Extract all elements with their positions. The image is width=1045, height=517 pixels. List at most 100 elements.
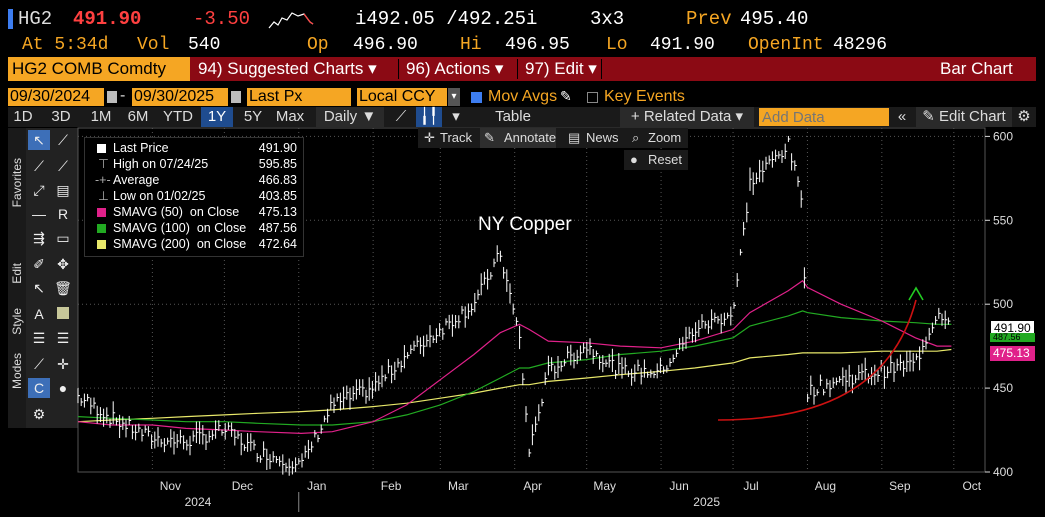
brush-icon[interactable]: ✐ xyxy=(33,256,45,272)
sma100-tag: 487.56 xyxy=(990,333,1035,342)
collapse-icon[interactable]: « xyxy=(897,108,907,125)
x-tick-label: Feb xyxy=(381,479,402,493)
edit-chart-button[interactable]: ✎ Edit Chart xyxy=(916,107,1012,127)
channel-icon[interactable]: ⤢ xyxy=(33,182,45,198)
period-1d[interactable]: 1D xyxy=(13,108,33,125)
period-1y[interactable]: 1Y xyxy=(201,107,233,127)
gear-icon[interactable]: ⚙ xyxy=(1017,108,1031,125)
oi-label: OpenInt xyxy=(748,35,824,55)
high-label: Hi xyxy=(460,35,482,55)
select-icon[interactable]: ↖ xyxy=(33,280,45,296)
security-field[interactable]: HG2 COMB Comdty xyxy=(8,57,190,81)
period-1m[interactable]: 1M xyxy=(90,108,112,125)
pen-icon[interactable]: ⟋ xyxy=(34,356,44,372)
change: -3.50 xyxy=(193,8,251,30)
x-tick-label: Oct xyxy=(962,479,981,493)
currency-selector[interactable]: Local CCY xyxy=(357,88,447,106)
calendar-icon[interactable] xyxy=(231,91,241,103)
calendar-icon[interactable] xyxy=(107,91,117,103)
edit-menu[interactable]: 97) Edit ▾ xyxy=(525,59,597,78)
sma50-swatch xyxy=(97,208,106,217)
legend-high: ⊤ High on 07/24/25 595.85 xyxy=(85,156,303,172)
related-data-menu[interactable]: + Related Data ▾ xyxy=(620,107,754,127)
chevron-down-icon[interactable]: ▾ xyxy=(452,108,460,125)
track-button[interactable]: Track xyxy=(440,130,473,145)
move-icon[interactable]: ✥ xyxy=(57,256,69,272)
period-3d[interactable]: 3D xyxy=(51,108,71,125)
end-date-field[interactable]: 09/30/2025 xyxy=(132,88,228,106)
actions-menu[interactable]: 96) Actions ▾ xyxy=(406,59,504,78)
ray-icon[interactable]: ⟋ xyxy=(58,158,68,174)
table-button[interactable]: Table xyxy=(495,108,531,125)
mode-icon[interactable]: C xyxy=(28,378,50,398)
legend-average: -+- Average 466.83 xyxy=(85,172,303,188)
x-tick-label: May xyxy=(593,479,616,493)
add-data-input[interactable] xyxy=(759,108,889,126)
line-weight-icon[interactable]: ☰ xyxy=(32,330,46,346)
low-value: 491.90 xyxy=(650,35,715,55)
reset-button[interactable]: ● Reset xyxy=(624,150,688,170)
trash-icon[interactable]: 🗑 xyxy=(54,280,72,296)
high-marker-icon: ⊤ xyxy=(98,157,109,171)
legend-low: ⊥ Low on 01/02/25 403.85 xyxy=(85,188,303,204)
cursor-icon[interactable]: ↖ xyxy=(28,130,50,150)
chart-title: NY Copper xyxy=(478,214,572,235)
horizontal-line-icon[interactable]: — xyxy=(32,206,46,222)
frequency-selector[interactable]: Daily ▼ xyxy=(316,107,384,127)
mov-avgs-checkbox[interactable] xyxy=(471,92,482,103)
title-bar: HG2 COMB Comdty 94) Suggested Charts ▾ 9… xyxy=(8,57,1036,81)
period-6m[interactable]: 6M xyxy=(127,108,149,125)
date-separator: - xyxy=(120,87,126,104)
line-style-icon[interactable]: ☰ xyxy=(56,330,70,346)
line-chart-icon[interactable]: ⟋ xyxy=(395,108,407,125)
reset-icon: ● xyxy=(630,152,638,167)
period-5y[interactable]: 5Y xyxy=(243,108,263,125)
edit-chart-label: Edit Chart xyxy=(939,108,1006,125)
bar-chart-icon[interactable]: ╽╿ xyxy=(416,107,442,127)
rectangle-icon[interactable]: ▭ xyxy=(56,230,70,246)
low-marker-icon: ⊥ xyxy=(98,189,109,203)
key-events-checkbox[interactable] xyxy=(587,92,598,103)
crosshair-icon[interactable]: ✛ xyxy=(57,356,69,372)
annotate-button[interactable]: Annotate xyxy=(504,130,557,145)
color-swatch-icon[interactable] xyxy=(52,304,74,324)
line-tool-icon[interactable]: ⟋ xyxy=(58,132,68,148)
zoom-button[interactable]: Zoom xyxy=(648,130,682,145)
divider xyxy=(517,59,518,79)
x-tick-label: Jun xyxy=(669,479,688,493)
legend-last-price: Last Price 491.90 xyxy=(85,140,303,156)
suggested-charts-menu[interactable]: 94) Suggested Charts ▾ xyxy=(198,59,377,78)
y-tick-label: 400 xyxy=(993,465,1013,479)
annotation-arrow xyxy=(717,299,917,421)
divider xyxy=(398,59,399,79)
sma50-tag: 475.13 xyxy=(990,346,1035,361)
trendline-icon[interactable]: ⟋ xyxy=(34,158,44,174)
chart-legend: Last Price 491.90 ⊤ High on 07/24/25 595… xyxy=(84,137,304,257)
pencil-icon: ✎ xyxy=(922,108,940,125)
text-style-icon[interactable]: A xyxy=(34,306,44,322)
legend-sma200: SMAVG (200) on Close 472.64 xyxy=(85,236,303,252)
x-tick-label: Apr xyxy=(523,479,542,493)
pencil-icon[interactable]: ✎ xyxy=(560,88,572,104)
time-label: At 5:34d xyxy=(22,35,109,55)
legend-label: Average xyxy=(113,173,160,187)
fibonacci-icon[interactable]: ⇶ xyxy=(33,230,45,246)
period-max[interactable]: Max xyxy=(275,108,305,125)
x-tick-label: Jul xyxy=(743,479,758,493)
start-date-field[interactable]: 09/30/2024 xyxy=(8,88,104,106)
field-selector[interactable]: Last Px xyxy=(247,88,351,106)
oi-value: 48296 xyxy=(833,35,888,55)
retracement-icon[interactable]: R xyxy=(57,206,69,222)
crosshair-icon: ✛ xyxy=(424,130,435,145)
fan-icon[interactable]: ▤ xyxy=(56,182,70,198)
settings-icon[interactable]: ⚙ xyxy=(32,406,46,422)
x-tick-label: Nov xyxy=(160,479,181,493)
palette-icon[interactable]: ● xyxy=(58,380,68,396)
news-button[interactable]: News xyxy=(586,130,619,145)
period-ytd[interactable]: YTD xyxy=(163,108,193,125)
mov-avgs-label: Mov Avgs xyxy=(488,88,558,105)
last-price: 491.90 xyxy=(73,8,142,30)
chevron-down-icon[interactable]: ▾ xyxy=(448,88,460,106)
ticker-marker xyxy=(8,9,13,29)
